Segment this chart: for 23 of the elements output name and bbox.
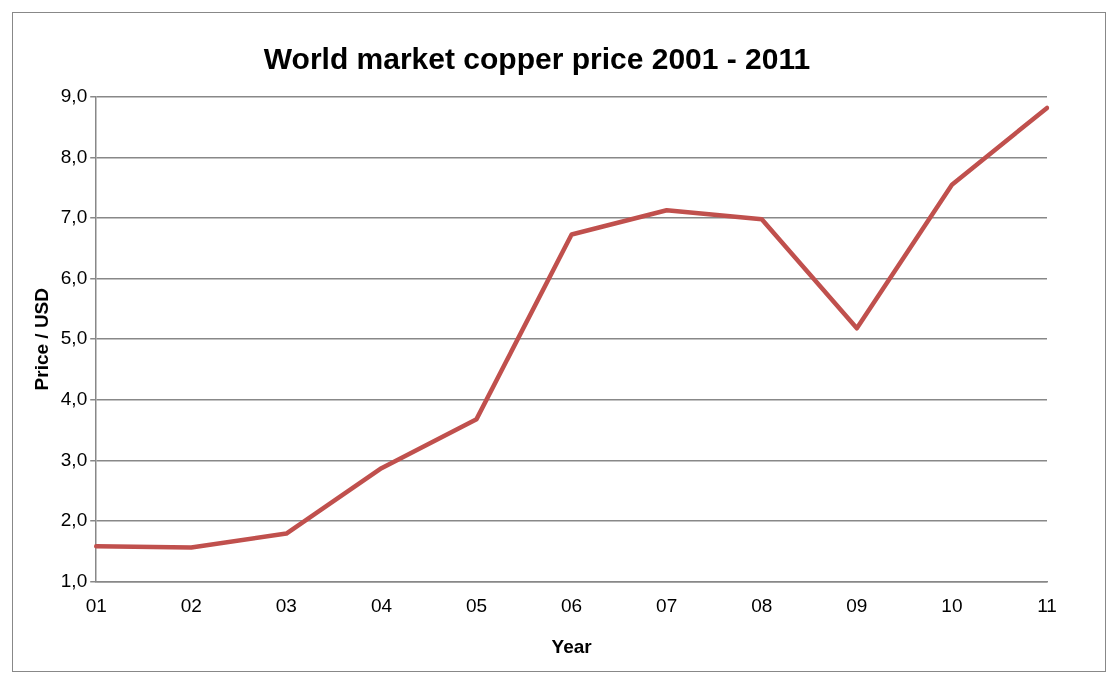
y-tick-label: 5,0	[60, 327, 88, 349]
x-axis-title: Year	[551, 635, 593, 657]
y-tick-label: 6,0	[60, 266, 88, 288]
y-tick-label: 2,0	[60, 509, 88, 531]
y-axis-title: Price / USD	[30, 287, 52, 391]
x-tick-label: 07	[656, 595, 678, 617]
x-tick-label: 09	[846, 595, 868, 617]
x-tick-label: 06	[561, 595, 583, 617]
y-tick-label: 4,0	[60, 387, 88, 409]
x-tick-label: 01	[85, 595, 107, 617]
y-tick-label: 8,0	[60, 145, 88, 167]
x-tick-label: 03	[275, 595, 297, 617]
x-tick-label: 08	[751, 595, 773, 617]
x-tick-label: 05	[465, 595, 488, 617]
y-tick-label: 1,0	[60, 569, 88, 591]
x-tick-label: 02	[180, 595, 202, 617]
chart-title: World market copper price 2001 - 2011	[263, 42, 811, 76]
x-tick-label: 04	[370, 595, 393, 617]
x-tick-label: 10	[941, 595, 963, 617]
x-tick-label: 11	[1037, 595, 1057, 617]
y-tick-label: 7,0	[60, 206, 88, 228]
y-tick-label: 3,0	[60, 448, 88, 470]
y-tick-label: 9,0	[60, 85, 88, 107]
